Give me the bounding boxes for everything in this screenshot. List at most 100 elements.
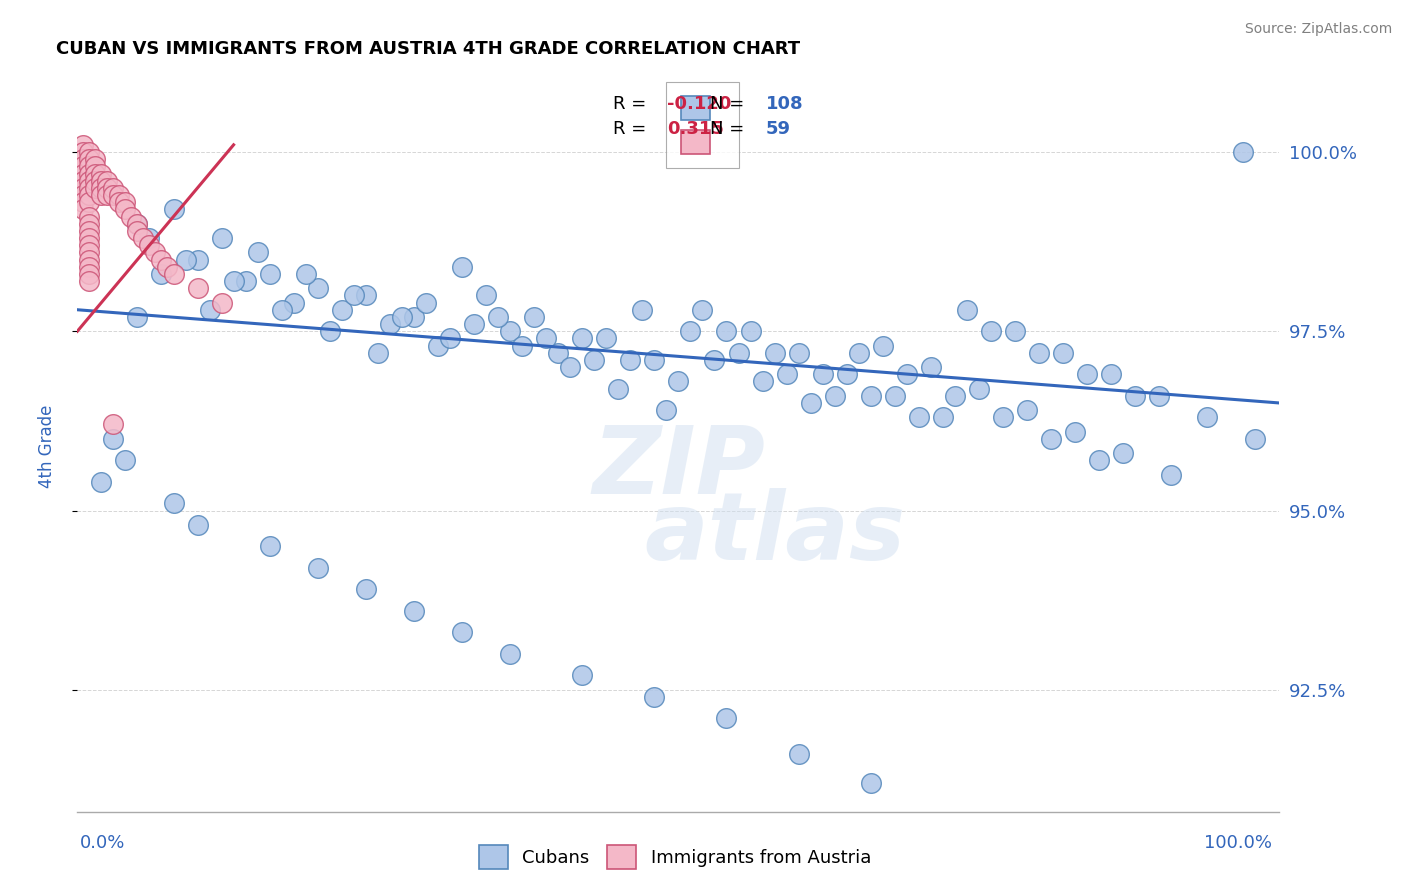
Point: [198, 302, 221, 317]
Point: [138, 231, 160, 245]
Point: [1004, 324, 1026, 338]
Point: [1160, 467, 1182, 482]
Point: [307, 281, 329, 295]
Point: [740, 324, 762, 338]
Point: [72, 137, 94, 152]
Point: [499, 324, 522, 338]
Point: [631, 302, 654, 317]
Point: [883, 389, 905, 403]
Point: [367, 345, 389, 359]
Point: [72, 152, 94, 166]
Point: [72, 145, 94, 159]
Point: [211, 295, 233, 310]
Point: [1015, 403, 1038, 417]
Point: [1197, 410, 1219, 425]
Text: Source: ZipAtlas.com: Source: ZipAtlas.com: [1244, 22, 1392, 37]
Point: [103, 181, 125, 195]
Point: [727, 345, 749, 359]
Point: [1088, 453, 1111, 467]
Point: [330, 302, 353, 317]
Point: [96, 181, 118, 195]
Point: [150, 267, 173, 281]
Point: [655, 403, 678, 417]
Point: [908, 410, 931, 425]
Point: [174, 252, 197, 267]
Point: [1232, 145, 1254, 159]
Point: [79, 238, 101, 252]
Point: [619, 353, 641, 368]
Point: [79, 217, 101, 231]
Point: [187, 252, 209, 267]
Point: [848, 345, 870, 359]
Point: [79, 174, 101, 188]
Point: [571, 331, 593, 345]
Point: [103, 188, 125, 202]
Point: [156, 260, 179, 274]
Text: -0.120: -0.120: [668, 95, 731, 113]
Point: [943, 389, 966, 403]
Point: [127, 217, 149, 231]
Point: [90, 167, 112, 181]
Point: [668, 375, 690, 389]
Point: [811, 368, 834, 382]
Point: [920, 360, 942, 375]
Point: [90, 475, 112, 489]
Point: [72, 188, 94, 202]
Point: [79, 231, 101, 245]
Point: [79, 159, 101, 173]
Point: [187, 281, 209, 295]
Point: [108, 188, 131, 202]
Point: [79, 267, 101, 281]
Point: [716, 711, 738, 725]
Point: [187, 517, 209, 532]
Point: [79, 145, 101, 159]
Point: [259, 540, 281, 554]
Point: [120, 210, 142, 224]
Point: [583, 353, 606, 368]
Point: [354, 582, 377, 597]
Point: [145, 245, 167, 260]
Point: [84, 159, 107, 173]
Point: [84, 181, 107, 195]
Point: [127, 224, 149, 238]
Point: [84, 167, 107, 181]
Point: [103, 417, 125, 432]
Point: [415, 295, 437, 310]
Point: [835, 368, 858, 382]
Point: [72, 159, 94, 173]
Point: [114, 453, 136, 467]
Text: atlas: atlas: [644, 488, 905, 580]
Text: CUBAN VS IMMIGRANTS FROM AUSTRIA 4TH GRADE CORRELATION CHART: CUBAN VS IMMIGRANTS FROM AUSTRIA 4TH GRA…: [56, 40, 800, 58]
Point: [1149, 389, 1171, 403]
Point: [991, 410, 1014, 425]
Point: [132, 231, 155, 245]
Point: [1052, 345, 1074, 359]
Point: [679, 324, 702, 338]
Point: [79, 152, 101, 166]
Point: [787, 747, 810, 762]
Point: [79, 210, 101, 224]
Point: [246, 245, 269, 260]
Point: [499, 647, 522, 661]
Point: [235, 274, 257, 288]
Point: [79, 260, 101, 274]
Point: [378, 317, 401, 331]
Point: [96, 188, 118, 202]
Point: [103, 432, 125, 446]
Text: 0.0%: 0.0%: [80, 834, 125, 852]
Text: ZIP: ZIP: [592, 422, 765, 514]
Point: [150, 252, 173, 267]
Point: [571, 668, 593, 682]
Point: [72, 181, 94, 195]
Text: 59: 59: [766, 120, 790, 138]
Point: [560, 360, 582, 375]
Y-axis label: 4th Grade: 4th Grade: [38, 404, 56, 488]
Point: [79, 252, 101, 267]
Point: [90, 188, 112, 202]
Point: [79, 181, 101, 195]
Point: [114, 202, 136, 217]
Point: [1064, 425, 1087, 439]
Point: [96, 174, 118, 188]
Point: [222, 274, 245, 288]
Text: 108: 108: [766, 95, 803, 113]
